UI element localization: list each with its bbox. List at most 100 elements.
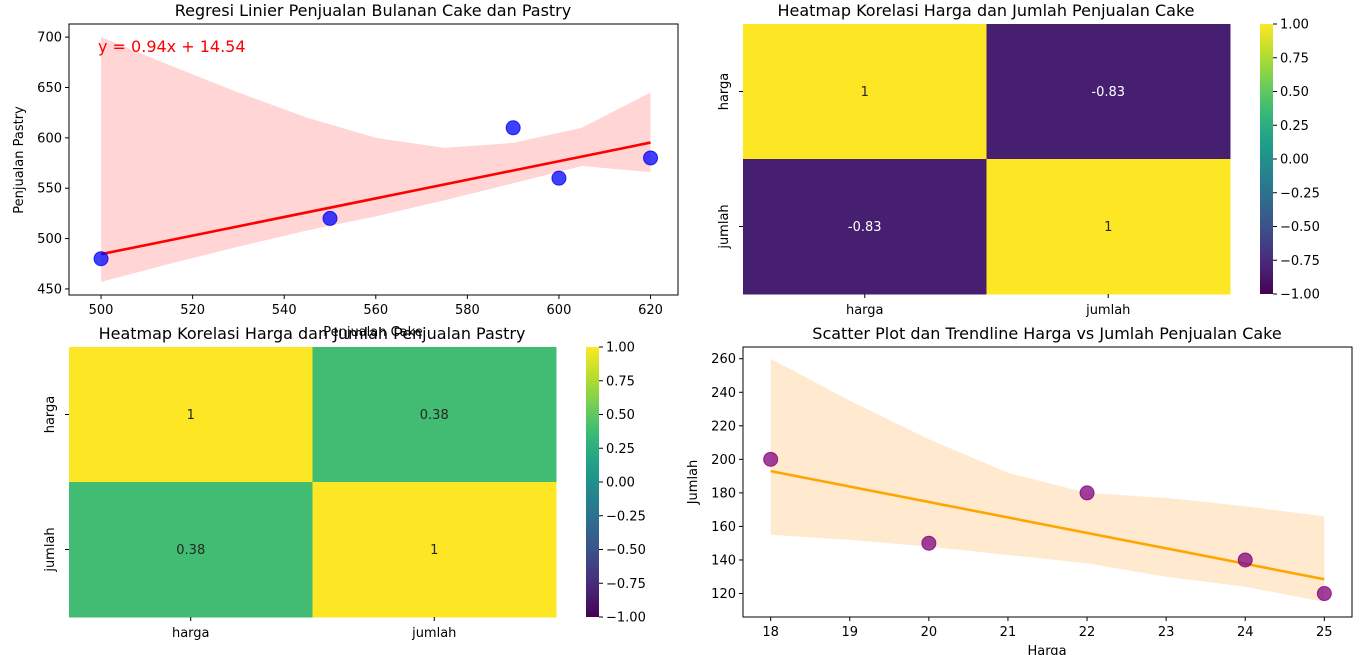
heatmap-axes: harga jumlah harga jumlah: [717, 73, 1130, 318]
data-point: [1079, 485, 1095, 501]
heatmap-pastry-chart: 1 0.38 0.38 1 harga jumlah harga jumlah 1.00 0.…: [43, 324, 646, 641]
heatmap-cell-label: -0.83: [1091, 85, 1125, 100]
heatmap-cell: [312, 482, 557, 618]
data-points: [763, 451, 1332, 602]
chart-title: Scatter Plot dan Trendline Harga vs Juml…: [812, 324, 1281, 343]
heatmap-cell: [69, 482, 313, 618]
x-axis-label: Harga: [1027, 644, 1066, 655]
chart-title: Heatmap Korelasi Harga dan Jumlah Penjua…: [778, 1, 1195, 20]
x-tick-label: 540: [272, 303, 297, 318]
data-point: [1316, 586, 1332, 602]
colorbar-tick-label: −0.50: [606, 543, 646, 558]
x-tick-label: 22: [1079, 625, 1096, 640]
trendline-segment: [770, 469, 1325, 581]
data-point: [551, 170, 567, 186]
colorbar-tick-label: 1.00: [606, 341, 635, 356]
y-tick-label: harga: [717, 73, 732, 111]
confidence-band: [770, 358, 1325, 602]
heatmap-cell-label: 0.38: [420, 408, 449, 423]
colorbar-tick-label: 0.00: [1280, 153, 1309, 168]
colorbar-tick-label: −1.00: [1280, 288, 1320, 303]
y-tick-label: 240: [711, 386, 736, 401]
y-tick-label: jumlah: [717, 204, 732, 249]
colorbar-tick-label: −0.25: [606, 509, 646, 524]
x-tick-label: 25: [1316, 625, 1333, 640]
x-tick-label: harga: [172, 626, 210, 641]
data-point: [643, 150, 659, 166]
colorbar-tick-label: −0.25: [1280, 186, 1320, 201]
x-tick-label: 520: [180, 303, 205, 318]
confidence-band-area: [770, 358, 1325, 602]
trendline: [770, 469, 1325, 581]
data-point: [1237, 552, 1253, 568]
regression-cake-pastry-chart: 500 520 540 560 580 600 620 450 500 550 600 650 700…: [12, 1, 679, 340]
y-tick-label: 500: [37, 232, 62, 247]
x-tick-label: 21: [1000, 625, 1017, 640]
x-tick-label: 620: [638, 303, 663, 318]
y-tick-label: harga: [43, 396, 58, 434]
colorbar-tick-label: −0.75: [1280, 254, 1320, 269]
data-point: [505, 120, 521, 136]
x-tick-label: jumlah: [1085, 303, 1130, 318]
y-tick-label: 220: [711, 419, 736, 434]
chart-title: Heatmap Korelasi Harga dan Jumlah Penjua…: [99, 324, 526, 343]
x-tick-label: 20: [921, 625, 938, 640]
colorbar-tick-label: −0.50: [1280, 220, 1320, 235]
trendline: [100, 141, 651, 256]
colorbar-tick-label: 0.25: [606, 442, 635, 457]
heatmap-cell-label: 1: [861, 85, 869, 100]
y-tick-label: 200: [711, 453, 736, 468]
y-tick-label: jumlah: [43, 527, 58, 572]
colorbar-tick-label: 0.75: [606, 374, 635, 389]
y-axis-ticks: 450 500 550 600 650 700: [37, 31, 69, 297]
heatmap-cell-label: 0.38: [176, 543, 205, 558]
heatmap-cake-chart: 1 -0.83 -0.83 1 harga jumlah harga jumlah 1.00…: [717, 1, 1320, 318]
colorbar: 1.00 0.75 0.50 0.25 0.00 −0.25 −0.50 −0.75 −1.00: [586, 341, 646, 626]
trendline-segment: [100, 141, 651, 256]
scatter-harga-jumlah-chart: 18 19 20 21 22 23 24 25 120 140 160 180 200 220 240 26…: [686, 324, 1353, 655]
data-point: [921, 535, 937, 551]
y-tick-label: 260: [711, 352, 736, 367]
colorbar-tick-label: 1.00: [1280, 18, 1309, 33]
x-tick-label: 19: [841, 625, 858, 640]
x-tick-label: 24: [1237, 625, 1254, 640]
x-tick-label: 18: [762, 625, 779, 640]
x-tick-label: 23: [1158, 625, 1175, 640]
y-tick-label: 180: [711, 486, 736, 501]
x-axis-label: Penjualan Cake: [323, 325, 423, 340]
colorbar-tick-label: 0.25: [1280, 119, 1309, 134]
heatmap-cell: [743, 24, 987, 160]
data-point: [93, 251, 109, 267]
heatmap-cell-label: 1: [187, 408, 195, 423]
plot-frame: [742, 346, 1353, 618]
x-tick-label: 580: [455, 303, 480, 318]
x-tick-label: 500: [89, 303, 114, 318]
y-tick-label: 600: [37, 131, 62, 146]
heatmap-cells: 1 0.38 0.38 1: [69, 347, 557, 618]
y-tick-label: 450: [37, 282, 62, 297]
confidence-band-area: [101, 37, 651, 282]
colorbar-tick-label: 0.50: [1280, 85, 1309, 100]
data-point: [322, 210, 338, 226]
y-axis-label: Penjualan Pastry: [12, 106, 27, 214]
y-axis-label: Jumlah: [686, 460, 701, 506]
y-tick-label: 700: [37, 31, 62, 46]
y-tick-label: 140: [711, 553, 736, 568]
x-axis-ticks: 500 520 540 560 580 600 620: [89, 295, 663, 318]
plot-frame: [68, 23, 679, 296]
heatmap-cell: [312, 347, 557, 483]
y-tick-label: 160: [711, 520, 736, 535]
colorbar-tick-label: −1.00: [606, 611, 646, 626]
data-points: [93, 120, 659, 267]
confidence-band: [101, 37, 651, 282]
y-tick-label: 650: [37, 81, 62, 96]
heatmap-cell: [986, 159, 1231, 295]
x-tick-label: jumlah: [411, 626, 456, 641]
colorbar: 1.00 0.75 0.50 0.25 0.00 −0.25 −0.50 −0.75 −1.00: [1260, 18, 1320, 303]
colorbar-tick-label: 0.50: [606, 408, 635, 423]
data-point: [763, 451, 779, 467]
heatmap-cell: [986, 24, 1231, 160]
heatmap-axes: harga jumlah harga jumlah: [43, 396, 456, 641]
colorbar-tick-label: −0.75: [606, 577, 646, 592]
